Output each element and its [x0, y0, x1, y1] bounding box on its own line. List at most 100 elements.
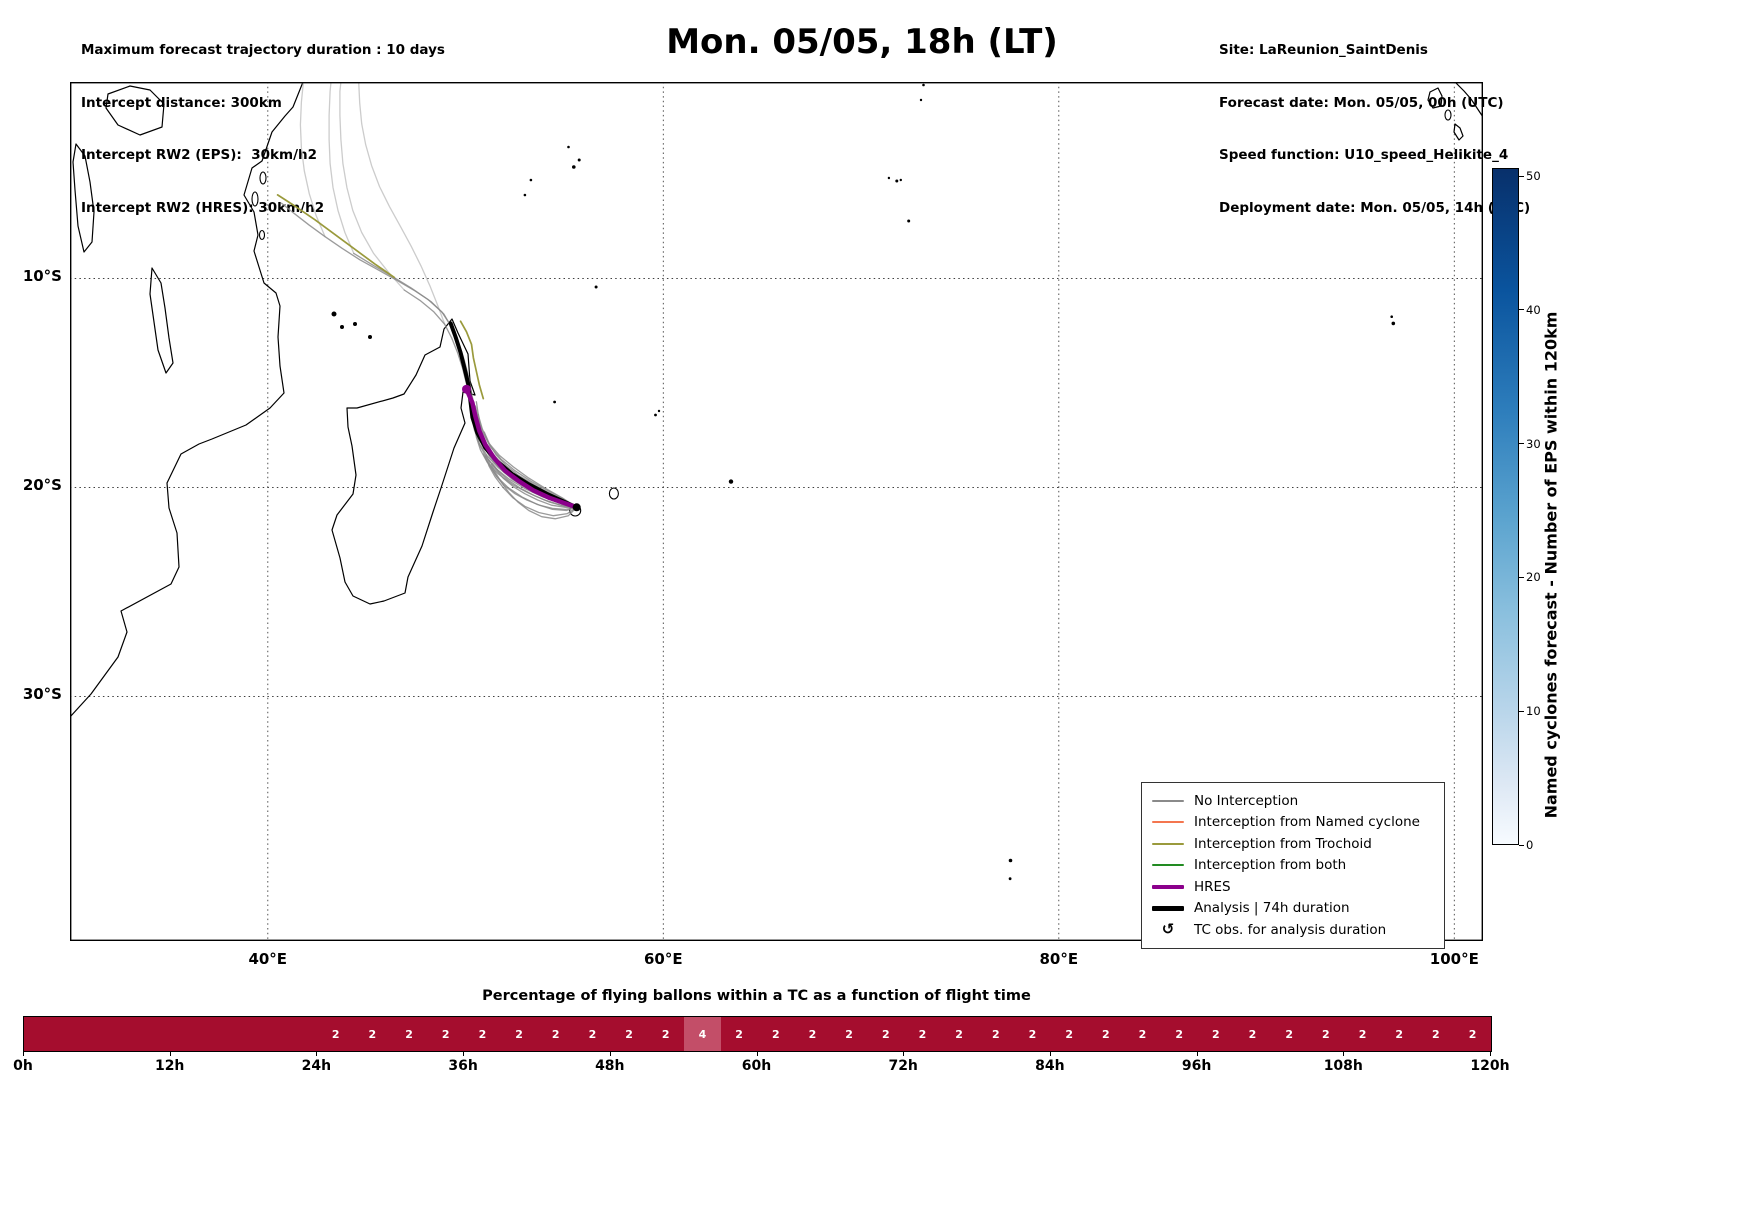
strip-cell-114h: 2	[1417, 1017, 1455, 1051]
colorbar-tick-label: 50	[1526, 169, 1541, 184]
trajectory-no-interception	[475, 401, 578, 508]
strip-axis-tick-label: 12h	[154, 1058, 185, 1074]
strip-cell-24h: 2	[317, 1017, 355, 1051]
lake-victoria	[105, 85, 165, 136]
lat-tick-label: 30°S	[22, 685, 62, 704]
strip-cell-90h: 2	[1124, 1017, 1161, 1051]
strip-axis-tick-label: 0h	[13, 1058, 33, 1074]
strip-title: Percentage of flying ballons within a TC…	[482, 988, 1031, 1004]
strip-axis-tick	[1196, 1051, 1198, 1056]
coastline-madagascar	[331, 318, 476, 605]
strip-cell-69h: 2	[867, 1017, 905, 1051]
strip-cell-111h: 2	[1380, 1017, 1418, 1051]
strip-cell-99h: 2	[1234, 1017, 1271, 1051]
colorbar-tickmark	[1519, 576, 1524, 578]
strip-cell-96h: 2	[1197, 1017, 1235, 1051]
strip-axis-tick-label: 72h	[888, 1058, 918, 1074]
legend-line-sample	[1152, 884, 1184, 889]
legend-line-sample	[1152, 842, 1184, 845]
trajectory-interception-trochoid	[459, 320, 485, 400]
colorbar-tickmark	[1519, 309, 1524, 311]
legend-label: Interception from Named cyclone	[1194, 814, 1420, 831]
trajectory-no-interception-faded	[358, 82, 446, 326]
strip-cell-93h: 2	[1160, 1017, 1198, 1051]
island-zanzibar	[251, 191, 259, 207]
strip-cell-60h: 2	[757, 1017, 795, 1051]
strip-axis-tick-label: 120h	[1470, 1058, 1510, 1074]
lake-malawi	[149, 267, 174, 374]
colorbar-tickmark	[1519, 844, 1524, 846]
strip-axis-tick	[1490, 1051, 1491, 1056]
strip-cell-33h: 2	[427, 1017, 465, 1051]
lon-tick-label: 40°E	[248, 950, 288, 968]
island-siberut	[1427, 87, 1443, 109]
map-legend: No Interception Interception from Named c…	[1141, 782, 1445, 949]
strip-cell-15h	[207, 1017, 245, 1051]
header-right-block: Site: LaReunion_SaintDenis Forecast date…	[1219, 7, 1530, 252]
legend-label: No Interception	[1194, 792, 1299, 809]
strip-cell-36h: 2	[464, 1017, 501, 1051]
strip-axis-tick-label: 48h	[595, 1058, 625, 1074]
strip-cell-57h: 2	[720, 1017, 758, 1051]
strip-cell-66h: 2	[830, 1017, 868, 1051]
strip-cell-45h: 2	[574, 1017, 611, 1051]
colorbar-tickmark	[1519, 710, 1524, 712]
strip-cell-84h: 2	[1050, 1017, 1088, 1051]
legend-label: TC obs. for analysis duration	[1194, 921, 1387, 938]
strip-cell-117h: 2	[1454, 1017, 1491, 1051]
strip-cell-42h: 2	[537, 1017, 575, 1051]
strip-axis-tick	[1343, 1051, 1345, 1056]
strip-axis-tick-label: 60h	[741, 1058, 772, 1074]
header-left-line-1: Maximum forecast trajectory duration : 1…	[81, 42, 445, 58]
colorbar-label: Named cyclones forecast - Number of EPS …	[1541, 311, 1561, 819]
lat-tick-label: 10°S	[22, 267, 62, 286]
header-left-line-4: Intercept RW2 (HRES): 30km/h2	[81, 199, 325, 216]
tc-obs-icon: ↺	[1161, 920, 1175, 939]
strip-axis-tick	[756, 1051, 758, 1056]
trajectory-no-interception	[403, 289, 578, 508]
strip-axis-tick	[316, 1051, 318, 1056]
colorbar-tick-label: 30	[1526, 436, 1541, 451]
strip-cell-102h: 2	[1270, 1017, 1308, 1051]
strip-cell-72h: 2	[904, 1017, 941, 1051]
legend-label: Interception from Trochoid	[1194, 835, 1372, 852]
strip-cell-78h: 2	[977, 1017, 1015, 1051]
strip-cell-6h	[97, 1017, 135, 1051]
trajectory-no-interception	[487, 458, 578, 508]
lon-tick-label: 60°E	[643, 950, 683, 968]
strip-axis-tick	[609, 1051, 611, 1056]
strip-axis-tick-label: 24h	[301, 1058, 332, 1074]
legend-row: ↺ TC obs. for analysis duration	[1152, 919, 1434, 941]
colorbar-tickmark	[1519, 443, 1524, 445]
legend-row: HRES	[1152, 876, 1434, 898]
strip-axis-tick-label: 108h	[1323, 1058, 1363, 1074]
coastline-sumatra	[1454, 82, 1483, 118]
strip-cell-21h	[280, 1017, 318, 1051]
colorbar	[1492, 168, 1519, 845]
trajectory-no-interception-faded	[339, 82, 405, 291]
legend-row: Interception from Trochoid	[1152, 833, 1434, 855]
island-sipora	[1444, 109, 1452, 121]
legend-label: Analysis | 74h duration	[1194, 900, 1350, 917]
lat-tick-label: 20°S	[22, 476, 62, 495]
strip-cell-39h: 2	[500, 1017, 538, 1051]
strip-cell-27h: 2	[354, 1017, 391, 1051]
page-title: Mon. 05/05, 18h (LT)	[666, 22, 1058, 62]
strip-axis-tick	[23, 1051, 24, 1056]
legend-line-sample	[1152, 799, 1184, 802]
small-islands	[331, 83, 1396, 881]
strip-axis-tick	[1049, 1051, 1051, 1056]
strip-cell-9h	[134, 1017, 171, 1051]
strip-cell-48h: 2	[610, 1017, 648, 1051]
strip-axis-tick-label: 96h	[1181, 1058, 1212, 1074]
colorbar-tick-label: 0	[1526, 838, 1534, 852]
lake-tanganyika	[72, 143, 95, 253]
legend-row: Interception from Named cyclone	[1152, 812, 1434, 834]
legend-row: Analysis | 74h duration	[1152, 898, 1434, 920]
legend-row: Interception from both	[1152, 855, 1434, 877]
legend-line-sample	[1152, 821, 1184, 824]
site-line: Site: LaReunion_SaintDenis	[1219, 42, 1428, 58]
trajectory-no-interception	[491, 462, 578, 508]
map-border	[70, 82, 1483, 941]
